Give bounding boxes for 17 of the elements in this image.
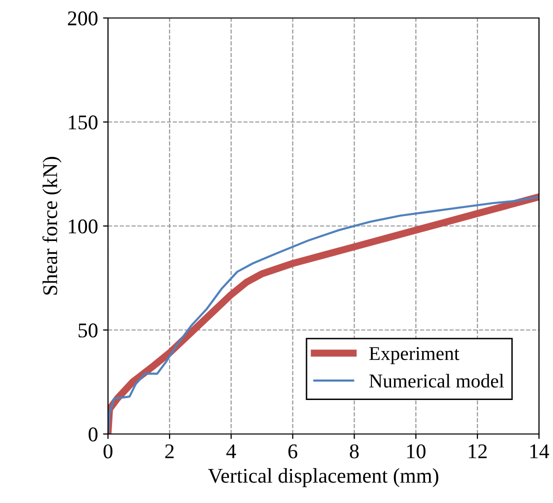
x-tick-label: 6	[288, 444, 298, 458]
x-axis-title: Vertical displacement (mm)	[208, 468, 438, 488]
y-axis-title: Shear force (kN)	[42, 156, 62, 295]
y-tick-label: 100	[68, 219, 98, 234]
y-tick-label: 150	[68, 115, 98, 130]
x-tick-label: 12	[468, 444, 487, 458]
legend-label: Numerical model	[369, 374, 504, 388]
x-tick-label: 4	[226, 444, 236, 458]
y-tick-label: 0	[88, 427, 98, 442]
y-tick-label: 50	[78, 323, 98, 338]
x-tick-label: 2	[165, 444, 174, 458]
x-tick-label: 10	[407, 444, 426, 458]
legend-label: Experiment	[369, 347, 460, 364]
y-tick-label: 200	[68, 11, 98, 26]
x-tick-label: 8	[350, 444, 359, 458]
x-tick-label: 0	[104, 444, 112, 458]
x-tick-label: 14	[530, 444, 550, 458]
